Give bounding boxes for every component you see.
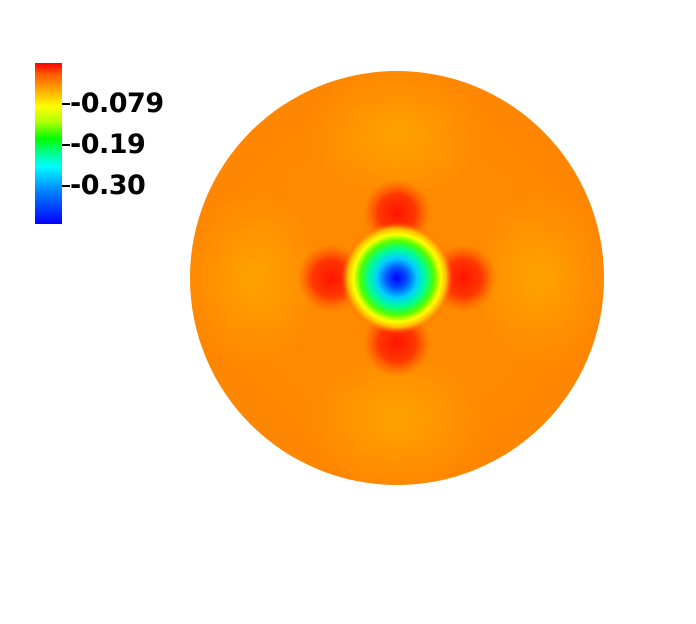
color-legend-label-high: -0.079	[70, 88, 164, 119]
color-legend-bar	[35, 63, 62, 224]
scalar-field-render	[190, 71, 604, 485]
color-legend-tick	[62, 103, 70, 105]
color-legend-tick	[62, 185, 70, 187]
center-minimum	[341, 222, 453, 334]
color-legend-tick	[62, 144, 70, 146]
color-legend-label-mid: -0.19	[70, 129, 146, 160]
color-legend-label-low: -0.30	[70, 170, 146, 201]
scalar-field-disk	[190, 71, 604, 485]
